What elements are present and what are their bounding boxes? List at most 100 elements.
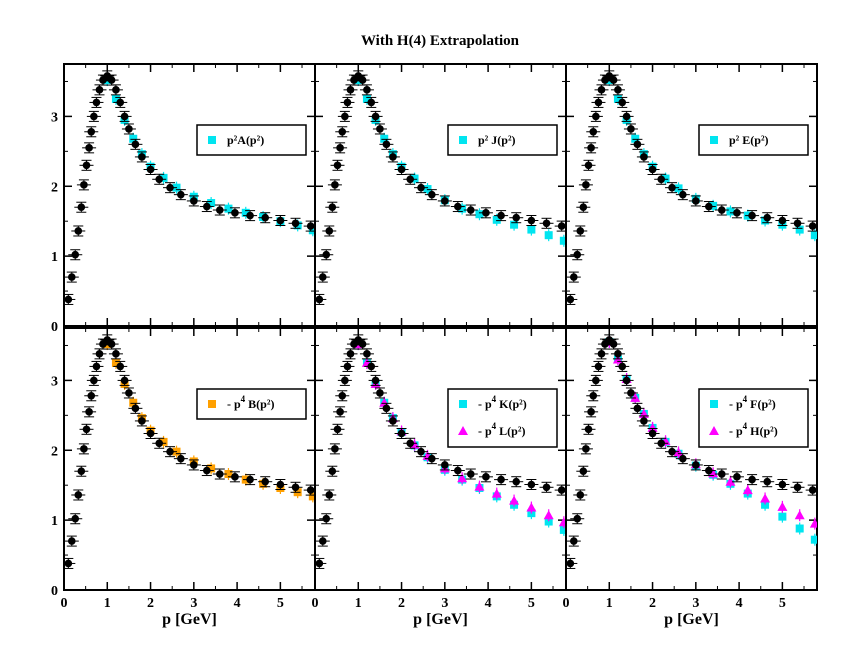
ref-point xyxy=(203,202,211,211)
ref-point xyxy=(77,467,86,476)
series-point xyxy=(761,500,770,509)
ref-point xyxy=(582,181,590,189)
series-point xyxy=(308,226,315,235)
legend-label: p²A(p²) xyxy=(227,133,264,147)
x-tick-label: 3 xyxy=(692,596,699,611)
ref-point xyxy=(579,203,588,212)
ref-point xyxy=(67,537,76,545)
ref-point xyxy=(705,202,713,211)
ref-point xyxy=(231,473,239,481)
ref-point xyxy=(138,153,146,161)
ref-point xyxy=(428,190,436,199)
ref-point xyxy=(190,197,198,205)
x-axis-label: p [GeV] xyxy=(413,611,468,628)
ref-point xyxy=(346,350,355,358)
series-point xyxy=(543,510,554,520)
ref-point xyxy=(566,559,575,568)
legend-label: - p4 B(p²) xyxy=(227,394,274,411)
legend-marker xyxy=(459,400,467,408)
ref-point xyxy=(609,340,618,348)
ref-point xyxy=(125,389,133,397)
ref-point xyxy=(778,480,787,489)
data-layer xyxy=(566,70,817,305)
ref-point xyxy=(146,165,155,174)
ref-point xyxy=(692,197,700,205)
ref-point xyxy=(376,389,384,397)
ref-point xyxy=(622,112,631,121)
ref-point xyxy=(276,480,285,489)
ref-point xyxy=(291,219,300,228)
ref-point xyxy=(246,475,254,484)
ref-point xyxy=(793,219,802,228)
series-point xyxy=(725,476,736,486)
ref-point xyxy=(85,408,93,416)
ref-point xyxy=(80,445,88,453)
series-point xyxy=(224,204,233,213)
ref-point xyxy=(587,144,595,152)
ref-point xyxy=(542,483,551,492)
series-point xyxy=(778,512,787,521)
ref-point xyxy=(763,477,772,486)
ref-point xyxy=(454,466,462,475)
ref-point xyxy=(371,376,380,385)
ref-point xyxy=(648,165,657,174)
ref-point xyxy=(569,537,578,545)
plot-frame xyxy=(314,63,567,327)
series-point xyxy=(423,185,432,194)
ref-point xyxy=(566,295,575,304)
ref-point xyxy=(85,144,93,152)
ref-point xyxy=(576,227,585,235)
ref-point xyxy=(95,350,104,358)
legend-label: - p4 F(p²) xyxy=(729,394,776,411)
plot-frame xyxy=(314,327,567,591)
ref-point xyxy=(177,454,185,463)
x-tick-label: 3 xyxy=(190,596,197,611)
series-point xyxy=(795,524,804,533)
ref-point xyxy=(215,470,224,478)
ref-point xyxy=(627,389,635,397)
ref-point xyxy=(454,202,462,211)
ref-point xyxy=(627,125,635,133)
ref-point xyxy=(542,219,551,228)
ref-point xyxy=(579,467,588,476)
ref-point xyxy=(155,175,164,184)
ref-point xyxy=(614,350,622,358)
series-point xyxy=(544,231,553,240)
ref-point xyxy=(406,439,415,448)
ref-point xyxy=(618,98,627,107)
ref-point xyxy=(261,477,270,486)
ref-point xyxy=(336,408,344,416)
panel-grid: 0 1 2 3 p²A(p²) p² J(p²) p² E(p²) 0 1 2 3 0 1 2 3 4 5 p [… xyxy=(51,63,818,628)
ref-point xyxy=(107,76,116,84)
ref-point xyxy=(382,140,391,149)
x-tick-label: 2 xyxy=(649,596,656,611)
series-point xyxy=(709,201,718,210)
ref-point xyxy=(80,181,88,189)
ref-point xyxy=(668,183,676,192)
ref-point xyxy=(333,425,342,434)
ref-point xyxy=(92,362,101,371)
ref-point xyxy=(331,181,339,189)
ref-point xyxy=(318,537,327,545)
legend-marker xyxy=(458,426,468,435)
panel-3: p² E(p²) xyxy=(565,63,818,327)
ref-point xyxy=(557,222,566,230)
series-point xyxy=(410,174,419,183)
ref-point xyxy=(71,250,80,259)
x-tick-label: 5 xyxy=(277,596,284,611)
ref-point xyxy=(640,417,648,425)
ref-point xyxy=(87,391,96,400)
ref-point xyxy=(146,429,155,438)
series-point xyxy=(457,473,468,483)
ref-point xyxy=(90,112,98,121)
chart-title: With H(4) Extrapolation xyxy=(361,33,520,49)
ref-point xyxy=(382,404,391,413)
ref-point xyxy=(808,486,817,494)
series-point xyxy=(810,535,817,544)
series-point xyxy=(742,485,753,495)
ref-point xyxy=(573,250,582,259)
ref-point xyxy=(82,161,91,170)
series-point xyxy=(510,220,519,229)
series-point xyxy=(661,174,670,183)
